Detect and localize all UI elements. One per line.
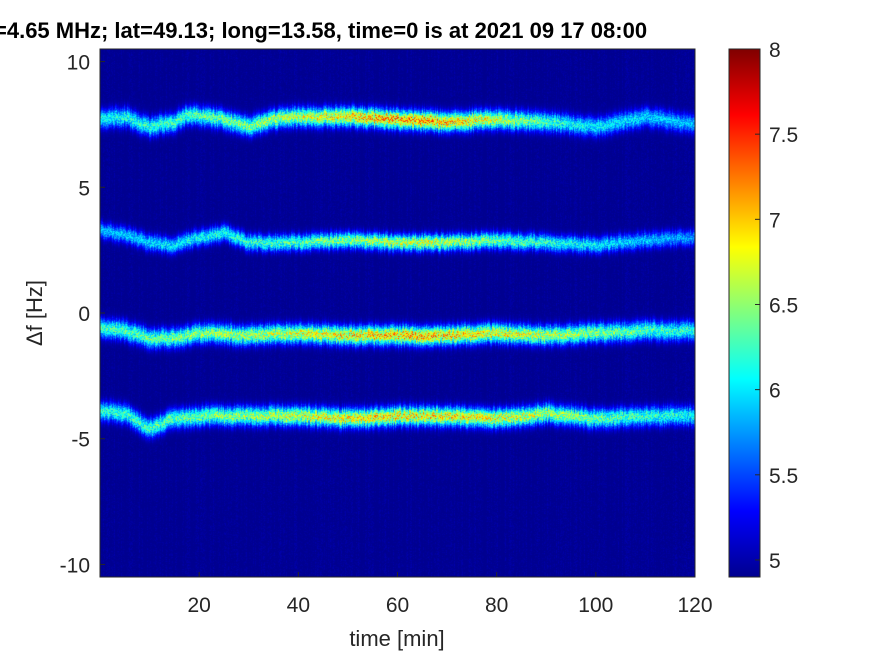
y-tick-label: -5: [71, 429, 90, 452]
colorbar-tick-label: 7.5: [769, 124, 798, 147]
y-tick-label: 0: [78, 303, 90, 326]
colorbar: 8 7.5 7 6.5 6 5.5 5: [728, 39, 798, 578]
x-tick-label: 100: [578, 594, 613, 617]
colorbar-tick-label: 5.5: [769, 465, 798, 488]
y-tick-label: -10: [60, 554, 90, 577]
y-tick-label: 5: [78, 177, 90, 200]
chart-title: =4.65 MHz; lat=49.13; long=13.58, time=0…: [0, 18, 647, 43]
heatmap-canvas: [100, 49, 695, 577]
y-axis: 10 5 0 -5 -10: [60, 52, 105, 577]
colorbar-ticks: 8 7.5 7 6.5 6 5.5 5: [755, 39, 798, 573]
y-tick-label: 10: [67, 52, 90, 75]
colorbar-tick-label: 5: [769, 550, 781, 573]
x-tick-label: 60: [386, 594, 409, 617]
y-axis-label: Δf [Hz]: [22, 280, 47, 346]
x-axis: 20 40 60 80 100 120: [187, 572, 713, 617]
x-tick-label: 120: [677, 594, 712, 617]
colorbar-tick-label: 6: [769, 380, 781, 403]
x-tick-label: 20: [187, 594, 210, 617]
colorbar-tick-label: 8: [769, 39, 781, 62]
colorbar-tick-label: 6.5: [769, 294, 798, 317]
colorbar-gradient: [728, 48, 761, 578]
plot-area: [99, 48, 696, 578]
x-tick-label: 80: [485, 594, 508, 617]
colorbar-tick-label: 7: [769, 209, 781, 232]
x-axis-label: time [min]: [349, 626, 444, 651]
x-tick-label: 40: [287, 594, 310, 617]
